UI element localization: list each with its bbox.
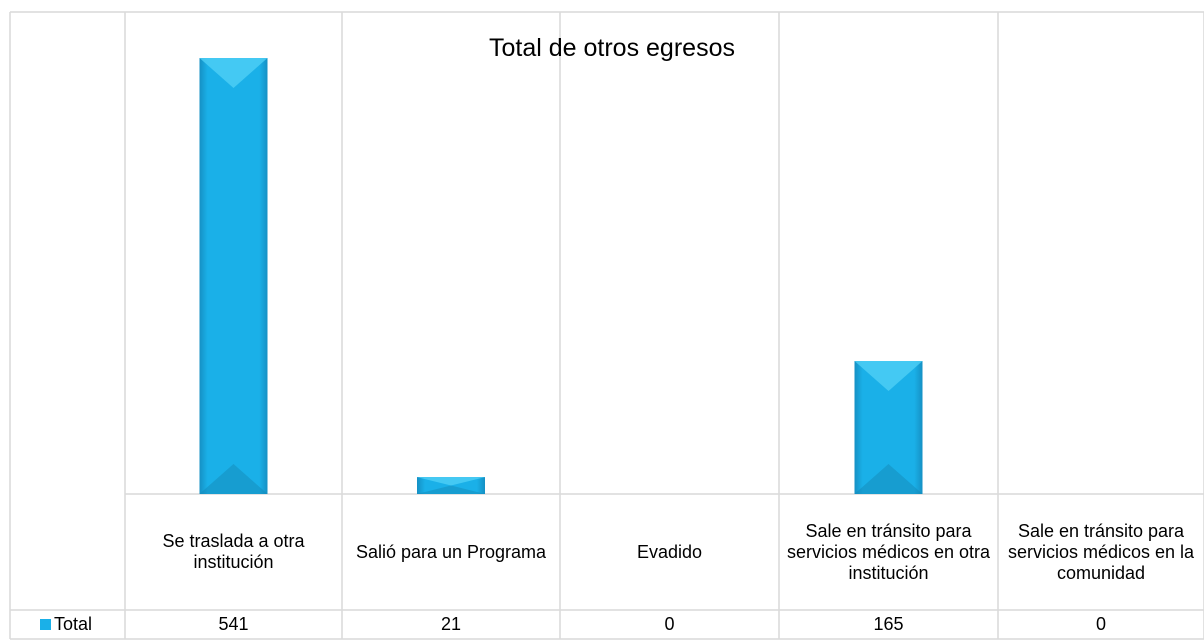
category-label: Sale en tránsito para servicios médicos … (786, 520, 991, 583)
legend-label: Total (54, 614, 93, 634)
bar-bevel (199, 58, 268, 88)
table-value: 541 (218, 614, 249, 634)
legend-swatch (40, 619, 51, 630)
bar-bevel (854, 361, 923, 392)
table-value: 0 (1095, 614, 1106, 634)
category-label: Evadido (636, 541, 703, 562)
bar (199, 58, 268, 494)
category-label: Se traslada a otra institución (162, 531, 305, 572)
category-label: Salió para un Programa (355, 541, 547, 562)
table-value: 0 (664, 614, 675, 634)
legend: Total (10, 610, 125, 639)
table-value: 165 (873, 614, 904, 634)
bar-bevel (854, 464, 923, 494)
bar-bevel (417, 485, 485, 494)
bar-bevel (417, 477, 485, 486)
bar-bevel (199, 464, 268, 494)
chart-title: Total de otros egresos (489, 34, 735, 62)
category-label: Sale en tránsito para servicios médicos … (1007, 520, 1195, 583)
table-value: 21 (440, 614, 462, 634)
